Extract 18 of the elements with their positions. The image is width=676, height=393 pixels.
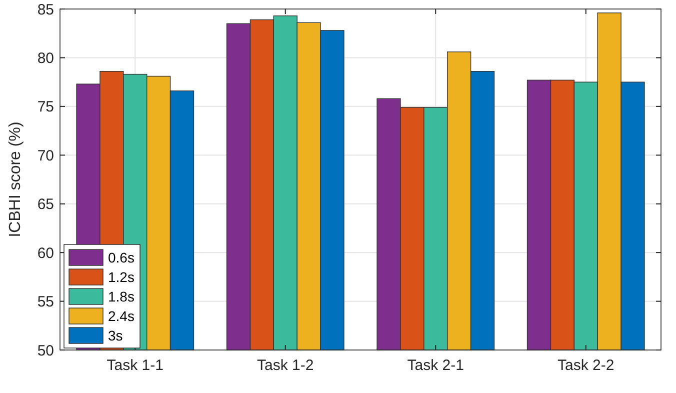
y-tick-label: 80: [37, 50, 54, 67]
legend-label: 1.8s: [108, 288, 134, 304]
x-tick-label: Task 1-1: [106, 357, 164, 374]
x-tick-label: Task 1-2: [257, 357, 314, 374]
y-tick-label: 65: [37, 196, 54, 214]
y-axis-title: ICBHI score (%): [7, 122, 24, 238]
y-tick-label: 70: [37, 147, 54, 164]
y-tick-label: 55: [37, 294, 54, 311]
legend-label: 2.4s: [108, 308, 134, 324]
legend-label: 0.6s: [108, 249, 134, 266]
y-tick-label: 85: [37, 1, 54, 18]
y-tick-label: 75: [37, 98, 54, 116]
x-tick-label: Task 2-1: [407, 357, 464, 374]
y-tick-label: 50: [37, 342, 54, 360]
y-tick-label: 60: [37, 244, 54, 262]
legend-label: 1.2s: [108, 268, 134, 285]
legend-label: 3s: [108, 327, 123, 344]
x-tick-label: Task 2-2: [558, 357, 614, 374]
